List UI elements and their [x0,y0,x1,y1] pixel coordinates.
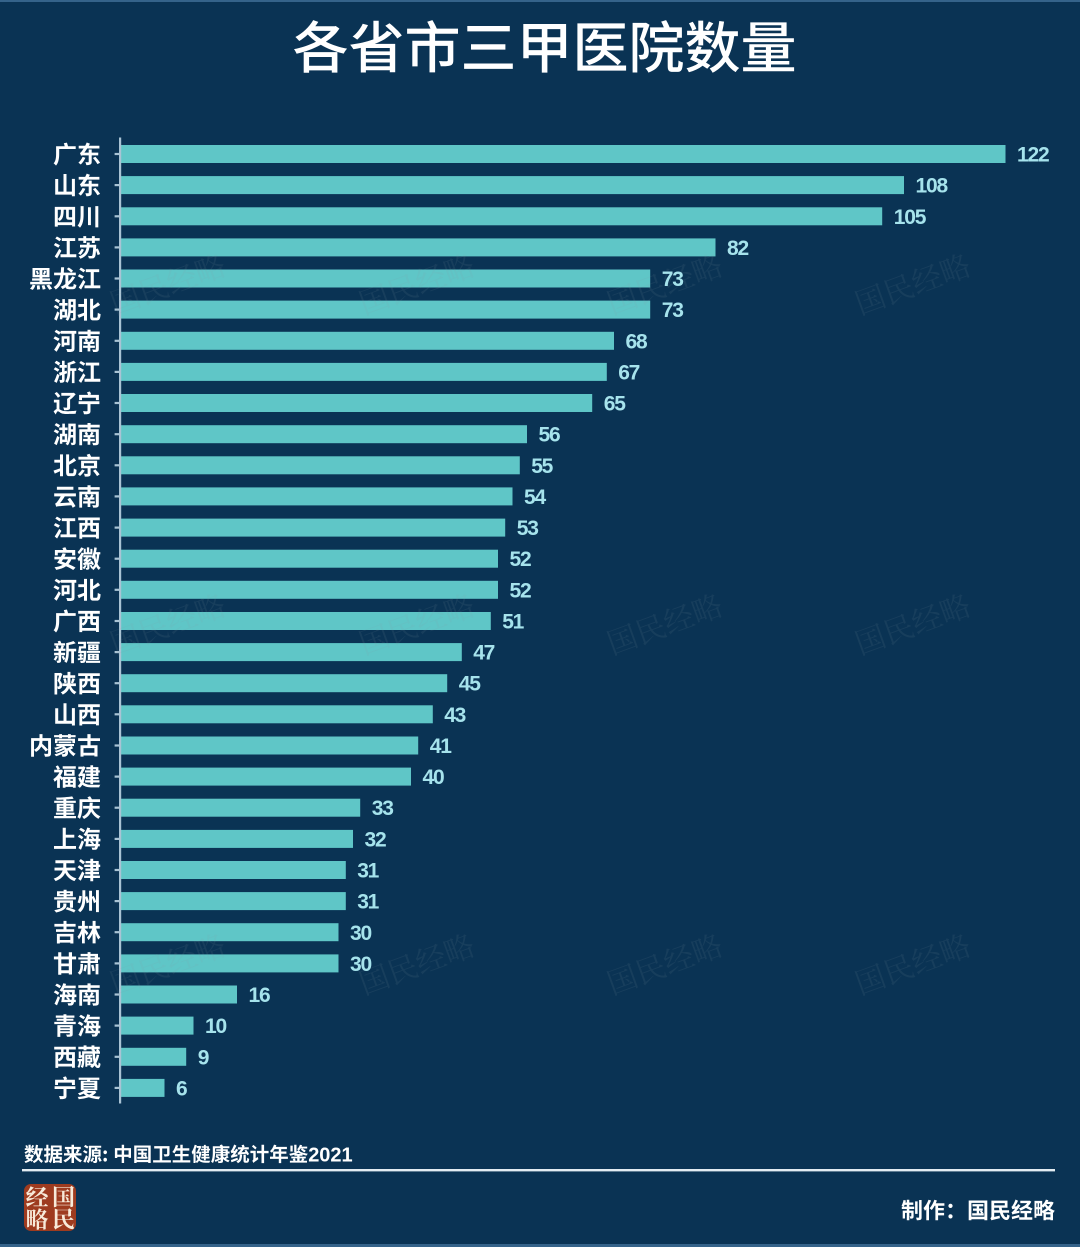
svg-text:32: 32 [365,828,386,851]
svg-text:122: 122 [1017,144,1049,167]
svg-text:65: 65 [604,393,626,416]
svg-text:43: 43 [444,704,465,727]
svg-text:40: 40 [423,766,444,789]
svg-text:16: 16 [249,984,270,1007]
svg-text:54: 54 [524,486,546,509]
svg-text:2021: 2021 [308,1144,353,1166]
svg-text:47: 47 [473,642,494,665]
svg-text:9: 9 [198,1046,209,1069]
svg-text:30: 30 [350,953,371,976]
svg-text:56: 56 [539,424,560,447]
svg-text:68: 68 [626,330,648,353]
svg-text:6: 6 [176,1077,187,1100]
svg-text:82: 82 [727,237,748,260]
svg-text:31: 31 [357,891,379,914]
svg-text:31: 31 [357,860,379,883]
svg-text:105: 105 [894,206,927,229]
svg-text:10: 10 [205,1015,226,1038]
svg-text:33: 33 [372,797,393,820]
svg-text:53: 53 [517,517,538,540]
svg-text:51: 51 [502,611,524,634]
svg-text:108: 108 [916,175,949,198]
svg-text:52: 52 [510,579,531,602]
svg-text:67: 67 [618,361,639,384]
svg-text:45: 45 [459,673,481,696]
svg-text:73: 73 [662,268,683,291]
svg-text:73: 73 [662,299,683,322]
svg-text:52: 52 [510,548,531,571]
svg-text:55: 55 [531,455,553,478]
svg-text:30: 30 [350,922,371,945]
svg-text:41: 41 [430,735,452,758]
